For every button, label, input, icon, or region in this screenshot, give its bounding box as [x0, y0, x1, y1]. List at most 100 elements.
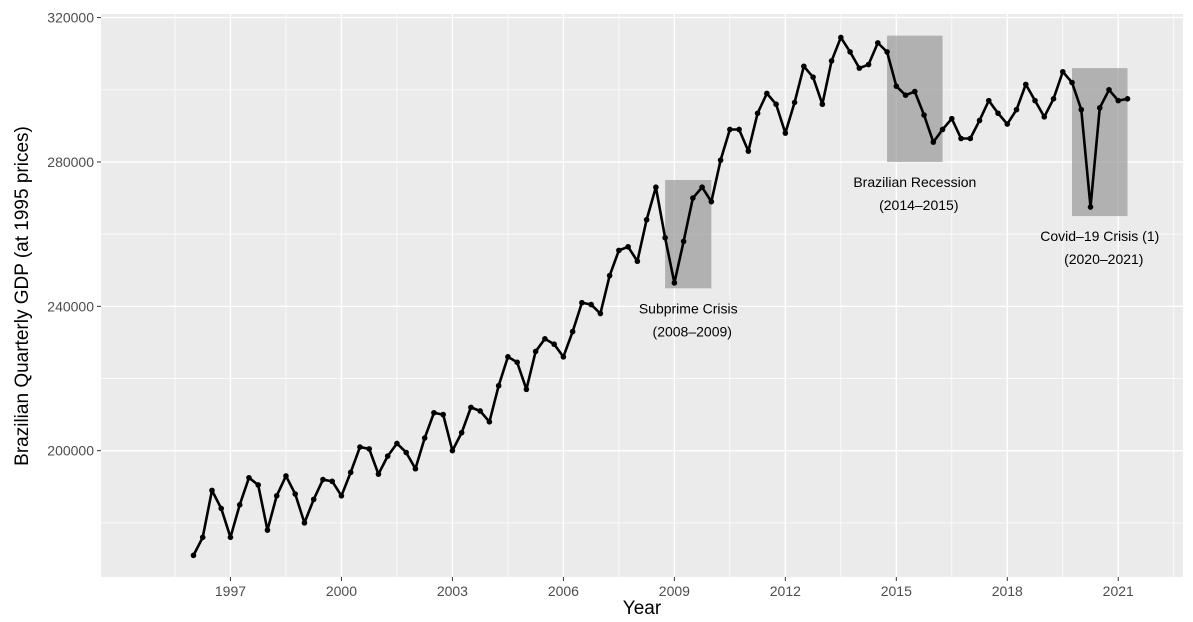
y-tick-label: 320000	[47, 10, 94, 26]
gdp-data-point	[856, 65, 863, 71]
gdp-data-point	[320, 476, 326, 483]
y-tick-label: 280000	[47, 154, 94, 170]
gdp-data-point	[662, 234, 668, 241]
x-tick-label: 1997	[215, 583, 246, 599]
gdp-data-point	[634, 258, 641, 265]
major-gridlines	[101, 14, 1183, 577]
x-tick-label: 2012	[770, 583, 801, 599]
gdp-data-point	[209, 487, 215, 494]
gdp-data-point	[708, 198, 715, 205]
gdp-data-point	[838, 34, 844, 41]
y-axis-ticks: 200000 240000 280000 320000	[47, 10, 101, 459]
gdp-data-point	[394, 440, 400, 447]
gdp-data-point	[347, 469, 354, 476]
gdp-data-point	[357, 444, 363, 450]
gdp-data-point	[486, 419, 493, 425]
minor-gridlines	[101, 14, 1183, 577]
gdp-data-point	[745, 148, 752, 154]
gdp-data-point	[310, 496, 317, 503]
gdp-data-point	[810, 74, 816, 80]
gdp-data-point	[902, 92, 909, 99]
gdp-data-point	[468, 404, 474, 411]
gdp-data-point	[246, 474, 252, 481]
x-tick-label: 2003	[437, 583, 468, 599]
gdp-data-point	[690, 195, 696, 201]
gdp-data-point	[1078, 106, 1085, 113]
gdp-data-point	[791, 99, 798, 106]
gdp-data-point	[542, 336, 548, 342]
gdp-data-point	[893, 83, 900, 89]
gdp-data-point	[865, 61, 872, 68]
crisis-shade	[1072, 68, 1128, 217]
gdp-data-point	[236, 502, 243, 508]
gdp-series-line	[192, 36, 1128, 556]
gdp-data-point	[912, 88, 918, 95]
gdp-data-point	[190, 552, 197, 559]
gdp-data-point	[199, 534, 206, 541]
gdp-data-point	[643, 216, 650, 223]
gdp-data-points	[190, 34, 1131, 559]
crisis-label-years: (2014–2015)	[879, 197, 958, 213]
gdp-data-point	[773, 101, 779, 108]
gdp-data-point	[782, 130, 789, 136]
gdp-data-point	[301, 520, 308, 526]
gdp-data-point	[995, 110, 1001, 117]
gdp-data-point	[616, 247, 622, 254]
gdp-data-point	[653, 184, 659, 191]
crisis-label-years: (2008–2009)	[653, 323, 732, 339]
crisis-annotations: Subprime Crisis (2008–2009) Brazilian Rece…	[639, 174, 1159, 339]
y-tick-label: 240000	[47, 298, 94, 314]
gdp-data-point	[283, 473, 289, 479]
gdp-data-point	[717, 157, 724, 163]
gdp-data-point	[1124, 96, 1131, 102]
y-tick-label: 200000	[47, 443, 94, 459]
gdp-data-point	[505, 354, 511, 360]
gdp-data-point	[625, 243, 631, 250]
gdp-data-point	[606, 272, 613, 279]
gdp-data-point	[1096, 105, 1103, 111]
gdp-data-point	[1050, 96, 1057, 102]
gdp-data-point	[560, 354, 567, 360]
gdp-data-point	[440, 411, 446, 418]
gdp-data-point	[1087, 204, 1094, 210]
gdp-data-point	[921, 112, 927, 118]
gdp-data-point	[1041, 114, 1048, 120]
crisis-label-title: Brazilian Recession	[853, 174, 976, 190]
gdp-data-point	[551, 341, 557, 348]
x-tick-label: 2000	[326, 583, 357, 599]
gdp-data-point	[1032, 97, 1038, 104]
gdp-data-point	[828, 58, 835, 64]
gdp-data-point	[255, 482, 262, 488]
gdp-data-point	[403, 449, 409, 456]
x-axis-ticks: 1997 2000 2003 2006 2009 2012 2015 2018 2021	[215, 577, 1134, 599]
gdp-data-point	[1013, 106, 1020, 113]
gdp-data-point	[227, 534, 234, 541]
x-tick-label: 2021	[1103, 583, 1134, 599]
x-tick-label: 2015	[881, 583, 912, 599]
gdp-data-point	[523, 386, 530, 393]
gdp-data-point	[699, 184, 705, 191]
gdp-data-point	[801, 63, 807, 70]
crisis-label-years: (2020–2021)	[1064, 251, 1143, 267]
y-axis-title: Brazilian Quarterly GDP (at 1995 prices)	[12, 126, 33, 466]
gdp-data-point	[949, 115, 955, 122]
x-tick-label: 2018	[992, 583, 1023, 599]
gdp-data-point	[366, 446, 372, 452]
gdp-data-point	[976, 117, 983, 124]
gdp-data-point	[819, 101, 826, 108]
gdp-data-point	[764, 90, 770, 97]
gdp-data-point	[1069, 79, 1075, 86]
crisis-label-title: Covid–19 Crisis (1)	[1040, 228, 1159, 244]
gdp-data-point	[884, 49, 890, 55]
gdp-data-point	[958, 135, 964, 142]
gdp-data-point	[412, 465, 419, 472]
gdp-data-point	[1022, 81, 1029, 88]
gdp-data-point	[514, 359, 520, 366]
gdp-data-point	[329, 478, 335, 485]
gdp-data-point	[431, 409, 437, 416]
gdp-data-point	[264, 527, 271, 533]
gdp-data-point	[967, 135, 974, 142]
gdp-data-point	[727, 126, 733, 133]
crisis-label-title: Subprime Crisis	[639, 300, 738, 316]
gdp-data-point	[569, 328, 576, 335]
